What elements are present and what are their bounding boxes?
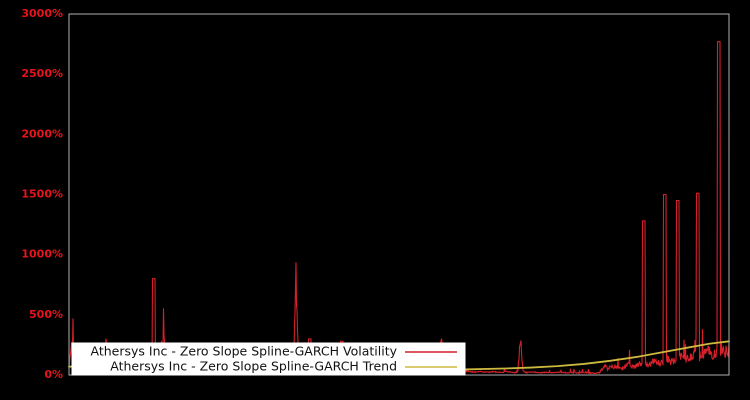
plot-axes-spines	[68, 13, 730, 376]
y-axis-tick-label: 500%	[29, 308, 63, 321]
y-axis-tick-labels: 0% 500% 1000% 1500% 2000% 2500% 3000%	[21, 7, 63, 381]
chart-legend[interactable]: Athersys Inc - Zero Slope Spline-GARCH V…	[71, 342, 466, 376]
y-axis-tick-label: 0%	[44, 368, 63, 381]
y-axis-tick-label: 1000%	[21, 248, 63, 261]
plot-area-background	[69, 14, 729, 375]
y-axis-tick-label: 2500%	[21, 67, 63, 80]
y-axis-tick-label: 1500%	[21, 188, 63, 201]
legend-label[interactable]: Athersys Inc - Zero Slope Spline-GARCH T…	[110, 359, 397, 374]
legend-label[interactable]: Athersys Inc - Zero Slope Spline-GARCH V…	[91, 344, 398, 359]
legend-background	[71, 342, 466, 376]
y-axis-tick-label: 2000%	[21, 127, 63, 140]
y-axis-tick-label: 3000%	[21, 7, 63, 20]
